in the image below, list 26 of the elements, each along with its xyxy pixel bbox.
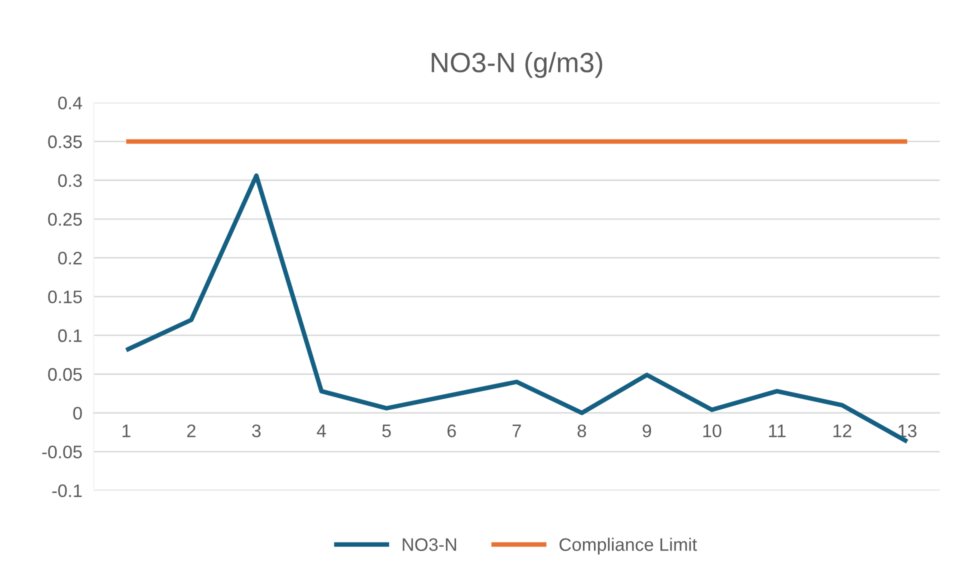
y-tick-label: 0.1: [58, 329, 82, 342]
y-tick-label: 0.3: [58, 174, 82, 187]
y-tick-label: 0: [73, 406, 82, 420]
y-tick-label: -0.05: [42, 446, 82, 458]
y-tick-label: 0.4: [58, 96, 82, 110]
y-tick-label: 0.25: [48, 212, 82, 226]
legend-label: NO3-N: [402, 538, 456, 551]
x-tick-label: 5: [382, 424, 391, 438]
x-tick-label: 3: [252, 424, 261, 438]
x-tick-label: 1: [122, 424, 130, 438]
x-tick-label: 6: [448, 424, 456, 438]
x-tick-label: 11: [769, 424, 786, 438]
x-tick-label: 4: [316, 424, 326, 438]
chart-title: NO3-N (g/m3): [432, 52, 602, 78]
y-tick-label: 0.05: [48, 368, 82, 381]
x-tick-label: 12: [833, 424, 852, 438]
x-tick-label: 7: [512, 424, 521, 438]
y-tick-label: -0.1: [52, 484, 82, 498]
y-tick-label: 0.15: [48, 290, 82, 304]
y-tick-label: 0.2: [58, 252, 82, 265]
x-tick-label: 2: [187, 424, 196, 438]
x-tick-label: 9: [642, 424, 652, 438]
x-tick-label: 8: [578, 424, 586, 438]
legend-label: Compliance Limit: [560, 538, 697, 555]
y-tick-label: 0.35: [48, 135, 82, 148]
x-tick-label: 10: [703, 424, 722, 438]
